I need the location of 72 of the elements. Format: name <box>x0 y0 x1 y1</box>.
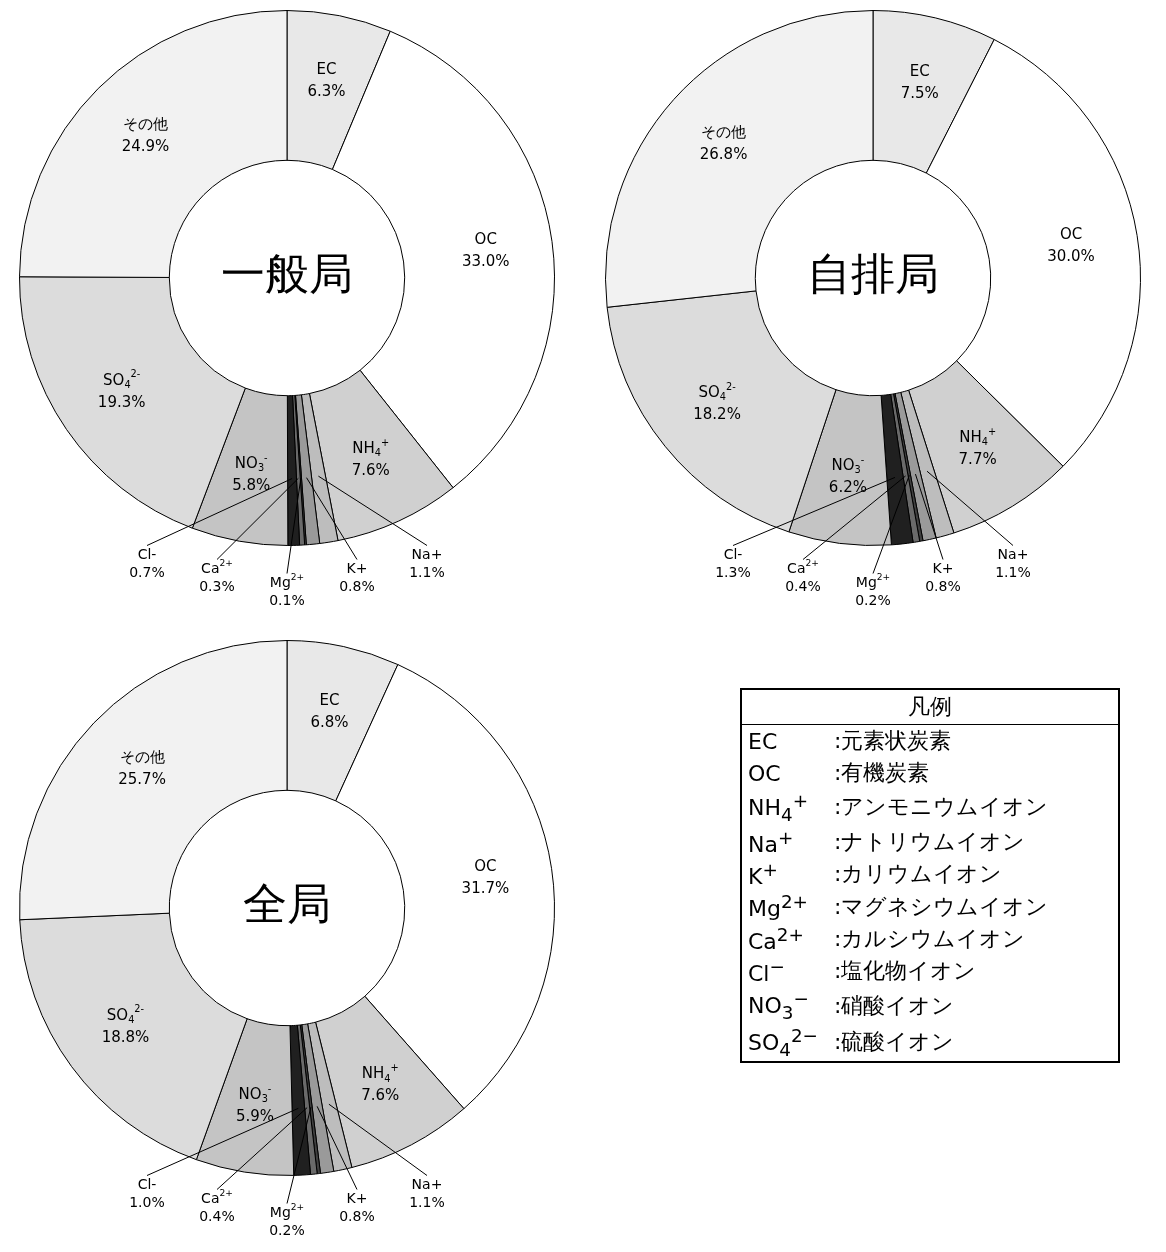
data-label: 7.6% <box>361 1086 400 1105</box>
data-label: 5.8% <box>232 476 271 495</box>
data-label: 24.9% <box>121 136 170 155</box>
data-label: 18.8% <box>101 1027 150 1046</box>
data-label: 1.1% <box>409 564 445 581</box>
data-label: 6.2% <box>828 477 867 496</box>
category-label: Na$^{+}$ <box>747 825 795 859</box>
category-label: K$^{+}$ <box>747 858 779 891</box>
slice-label: その他 <box>122 114 168 133</box>
slice-label: Na+ <box>411 1176 443 1193</box>
text: :元素状炭素 <box>834 727 953 755</box>
category-label: EC <box>747 727 779 756</box>
data-label: 1.1% <box>409 1194 445 1211</box>
slice-label: K+ <box>346 560 368 577</box>
slice-label: EC <box>316 60 337 79</box>
slice-label: EC <box>909 61 930 80</box>
text: :カリウムイオン <box>834 860 1004 889</box>
category-label: OC <box>747 759 782 788</box>
data-label: 25.7% <box>118 770 166 789</box>
data-label: 1.3% <box>715 564 751 581</box>
slice-label: K+ <box>932 560 954 577</box>
data-label: 1.0% <box>129 1194 165 1211</box>
text: :ナトリウムイオン <box>834 827 1027 856</box>
data-label: 5.9% <box>235 1106 275 1125</box>
text: 凡例 <box>741 689 1119 725</box>
text: :アンモニウムイオン <box>834 793 1050 822</box>
data-label: 6.8% <box>310 712 349 731</box>
slice-label: Na+ <box>997 546 1029 563</box>
text: :硝酸イオン <box>834 991 956 1020</box>
text: 全局 <box>243 878 331 930</box>
text: :硫酸イオン <box>834 1028 956 1057</box>
data-label: 0.8% <box>925 578 961 595</box>
data-label: 0.8% <box>339 1208 375 1225</box>
data-label: 26.8% <box>699 145 748 164</box>
text: :マグネシウムイオン <box>834 892 1050 921</box>
text: :塩化物イオン <box>834 957 978 986</box>
slice-label: K+ <box>346 1190 368 1207</box>
text: 自排局 <box>807 248 939 300</box>
data-label: 0.3% <box>199 578 235 595</box>
slice-label: その他 <box>119 748 165 767</box>
slice-label: Cl- <box>137 1176 157 1193</box>
slice-label: OC <box>474 229 497 248</box>
data-label: 0.2% <box>855 592 891 609</box>
data-label: 0.1% <box>269 592 305 609</box>
data-label: 19.3% <box>97 392 146 411</box>
text: 一般局 <box>221 248 353 300</box>
data-label: 0.4% <box>199 1208 235 1225</box>
data-label: 30.0% <box>1047 246 1095 265</box>
data-label: 0.7% <box>129 564 165 581</box>
category-label: Cl$^{−}$ <box>747 955 786 988</box>
slice-label: OC <box>1059 224 1083 243</box>
slice-label: Cl- <box>137 546 157 563</box>
text: :有機炭素 <box>834 759 931 787</box>
slice-label: その他 <box>701 123 747 142</box>
data-label: 0.4% <box>785 578 821 595</box>
slice-label: EC <box>319 690 340 709</box>
data-label: 18.2% <box>693 405 741 424</box>
slice-label: Na+ <box>411 546 443 563</box>
data-label: 0.8% <box>339 578 375 595</box>
data-label: 31.7% <box>461 879 510 898</box>
data-label: 1.1% <box>995 564 1031 581</box>
data-label: 7.5% <box>900 83 939 102</box>
category-label: Mg$^{2+}$ <box>747 890 809 923</box>
data-label: 7.7% <box>958 450 997 469</box>
data-label: 7.6% <box>351 461 390 480</box>
category-label: Ca$^{2+}$ <box>747 922 805 956</box>
text: :カルシウムイオン <box>834 924 1027 953</box>
data-label: 0.2% <box>269 1222 305 1239</box>
data-label: 6.3% <box>307 82 346 101</box>
data-label: 33.0% <box>461 251 510 270</box>
slice-label: Cl- <box>723 546 743 563</box>
slice-label: OC <box>474 857 497 876</box>
